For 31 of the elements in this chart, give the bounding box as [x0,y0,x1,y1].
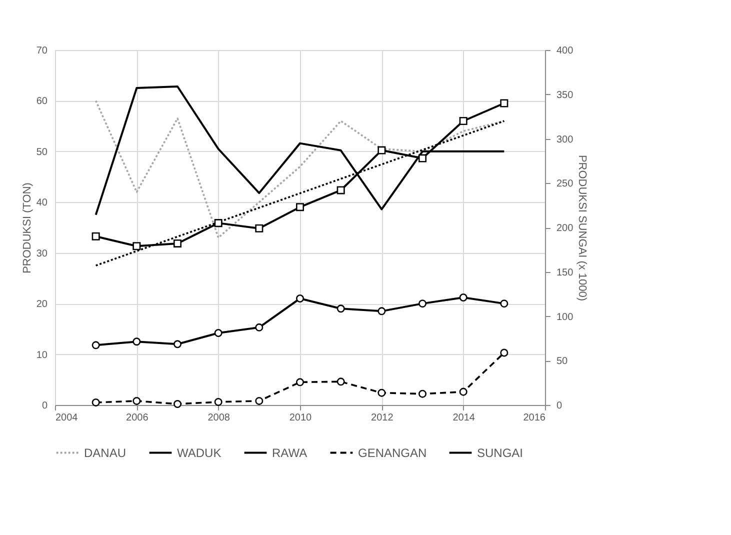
y-tick-label: 30 [36,248,48,260]
y-tick-label: 10 [36,350,48,361]
y-axis-title: PRODUKSI (TON) [21,182,34,274]
x-tick-label: 2008 [208,412,230,424]
y2-tick-label: 50 [556,356,568,368]
y2-tick-label: 250 [556,178,574,190]
x-tick-label: 2012 [371,412,394,424]
y-tick-label: 50 [36,146,48,158]
y-tick-label: 0 [42,400,48,412]
x-tick-label: 2016 [523,412,546,424]
x-tick-label: 2010 [289,412,312,424]
y-tick-label: 70 [36,46,48,56]
y2-tick-label: 200 [556,223,574,234]
y-tick-label: 60 [36,96,48,108]
x-tick-label: 2006 [126,412,149,424]
y2-tick-label: 0 [556,400,562,412]
legend-label: DANAU [84,446,126,460]
y-tick-label: 20 [36,299,48,310]
y2-tick-label: 150 [556,267,574,278]
legend-label: SUNGAI [477,446,524,460]
y2-tick-label: 400 [556,46,574,56]
legend-label: RAWA [272,446,308,460]
y2-axis-title: PRODUKSI SUNGAI (x 1000) [576,154,588,302]
y-tick-label: 40 [36,198,48,209]
legend-label: WADUK [177,446,222,460]
y2-tick-label: 100 [556,312,574,323]
x-tick-label: 2014 [452,412,476,424]
y2-tick-label: 300 [556,134,574,146]
y2-tick-label: 350 [556,90,574,101]
x-tick-label: 2004 [56,412,78,424]
legend-label: GENANGAN [358,446,427,460]
